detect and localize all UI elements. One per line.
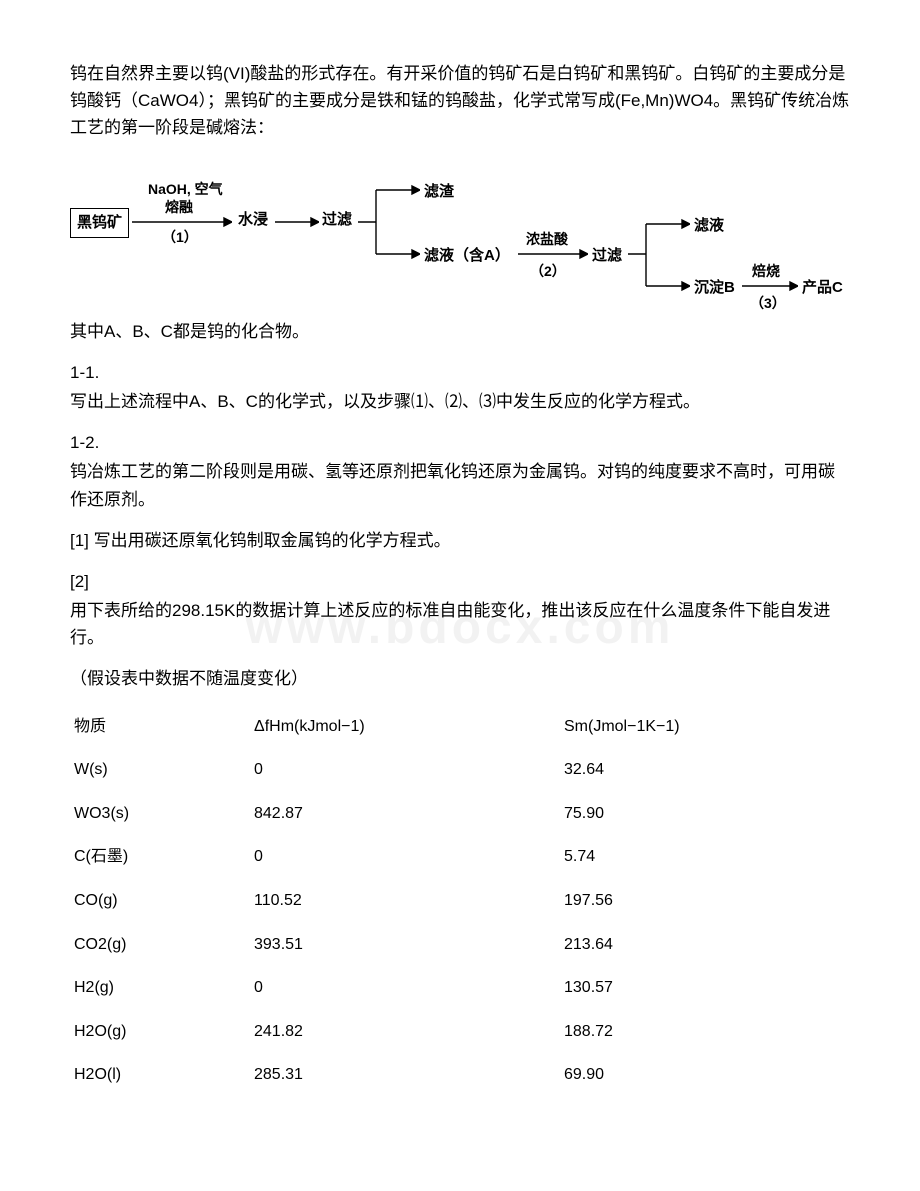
- flow-label-step1-mid: 熔融: [165, 196, 193, 218]
- table-row: WO3(s)842.8775.90: [70, 792, 850, 836]
- flow-node-start: 黑钨矿: [70, 208, 129, 238]
- q1-2-head: 1-2.: [70, 429, 850, 456]
- flow-label-hcl: 浓盐酸: [526, 228, 568, 250]
- cell-entropy: 32.64: [560, 748, 850, 792]
- cell-entropy: 130.57: [560, 966, 850, 1010]
- q1-2-sub2-body: 用下表所给的298.15K的数据计算上述反应的标准自由能变化，推出该反应在什么温…: [70, 597, 850, 651]
- cell-entropy: 213.64: [560, 923, 850, 967]
- thermo-data-table: 物质 ΔfHm(kJmol−1) Sm(Jmol−1K−1) W(s)032.6…: [70, 705, 850, 1097]
- cell-substance: CO(g): [70, 879, 250, 923]
- assume-note: （假设表中数据不随温度变化）: [70, 665, 850, 692]
- cell-substance: WO3(s): [70, 792, 250, 836]
- cell-enthalpy: 110.52: [250, 879, 560, 923]
- table-row: H2(g)0130.57: [70, 966, 850, 1010]
- cell-enthalpy: 0: [250, 748, 560, 792]
- q1-1-body: 写出上述流程中A、B、C的化学式，以及步骤⑴、⑵、⑶中发生反应的化学方程式。: [70, 388, 850, 415]
- cell-enthalpy: 285.31: [250, 1053, 560, 1097]
- q1-2-body: 钨冶炼工艺的第二阶段则是用碳、氢等还原剂把氧化钨还原为金属钨。对钨的纯度要求不高…: [70, 458, 850, 512]
- table-row: C(石墨)05.74: [70, 835, 850, 879]
- flow-label-step3-num: （3）: [750, 292, 786, 314]
- flow-node-precipB: 沉淀B: [694, 276, 735, 300]
- flow-node-water: 水浸: [238, 208, 268, 232]
- flow-label-step1-num: （1）: [162, 226, 198, 248]
- table-header-row: 物质 ΔfHm(kJmol−1) Sm(Jmol−1K−1): [70, 705, 850, 749]
- q1-2-sub2-head: [2]: [70, 568, 850, 595]
- flow-node-filtrate2: 滤液: [694, 214, 724, 238]
- cell-substance: W(s): [70, 748, 250, 792]
- table-row: CO(g)110.52197.56: [70, 879, 850, 923]
- th-entropy: Sm(Jmol−1K−1): [560, 705, 850, 749]
- cell-substance: CO2(g): [70, 923, 250, 967]
- flow-label-roast: 焙烧: [752, 260, 780, 282]
- cell-enthalpy: 393.51: [250, 923, 560, 967]
- cell-enthalpy: 0: [250, 835, 560, 879]
- table-row: W(s)032.64: [70, 748, 850, 792]
- abc-line: 其中A、B、C都是钨的化合物。: [70, 318, 850, 345]
- cell-entropy: 5.74: [560, 835, 850, 879]
- intro-paragraph: 钨在自然界主要以钨(VI)酸盐的形式存在。有开采价值的钨矿石是白钨矿和黑钨矿。白…: [70, 60, 850, 142]
- cell-entropy: 188.72: [560, 1010, 850, 1054]
- q1-2-sub1: [1] 写出用碳还原氧化钨制取金属钨的化学方程式。: [70, 527, 850, 554]
- th-substance: 物质: [70, 705, 250, 749]
- table-row: H2O(l)285.3169.90: [70, 1053, 850, 1097]
- flow-node-filter1: 过滤: [322, 208, 352, 232]
- cell-substance: H2O(g): [70, 1010, 250, 1054]
- cell-entropy: 75.90: [560, 792, 850, 836]
- q1-1-head: 1-1.: [70, 359, 850, 386]
- cell-substance: H2(g): [70, 966, 250, 1010]
- cell-substance: H2O(l): [70, 1053, 250, 1097]
- flow-node-filter2: 过滤: [592, 244, 622, 268]
- cell-enthalpy: 0: [250, 966, 560, 1010]
- flow-node-filtrateA: 滤液（含A）: [424, 244, 510, 268]
- cell-entropy: 69.90: [560, 1053, 850, 1097]
- flowchart-diagram: 黑钨矿 NaOH, 空气 熔融 （1） 水浸 过滤 滤渣 滤液（含A） 浓盐酸 …: [70, 158, 850, 298]
- flow-node-productC: 产品C: [802, 276, 843, 300]
- table-row: CO2(g)393.51213.64: [70, 923, 850, 967]
- cell-entropy: 197.56: [560, 879, 850, 923]
- th-enthalpy: ΔfHm(kJmol−1): [250, 705, 560, 749]
- cell-substance: C(石墨): [70, 835, 250, 879]
- cell-enthalpy: 241.82: [250, 1010, 560, 1054]
- table-row: H2O(g)241.82188.72: [70, 1010, 850, 1054]
- flow-label-step2-num: （2）: [530, 260, 566, 282]
- cell-enthalpy: 842.87: [250, 792, 560, 836]
- flow-node-residue: 滤渣: [424, 180, 454, 204]
